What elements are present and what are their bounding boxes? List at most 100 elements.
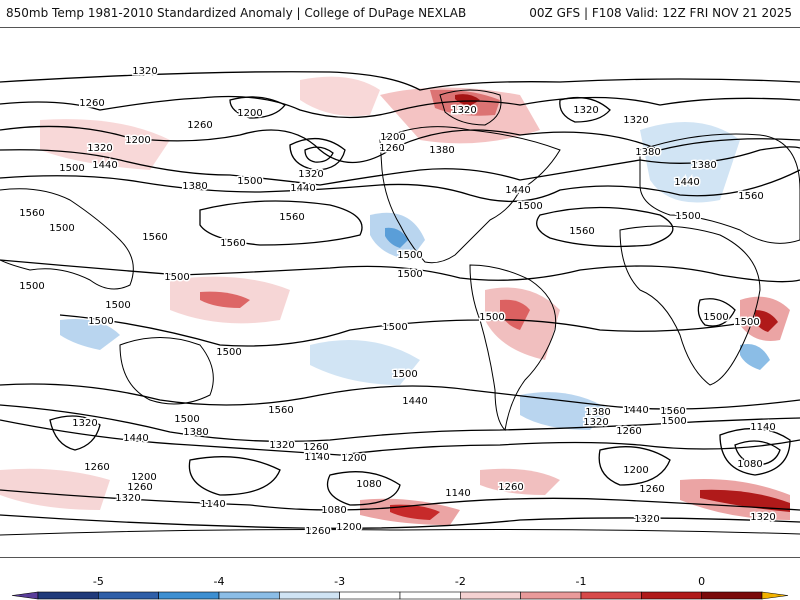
colorbar-tick-label: -5 — [93, 575, 104, 588]
anomaly-warm-region — [200, 291, 250, 308]
colorbar-bin — [98, 591, 159, 600]
height-contour-label: 1080 — [321, 505, 346, 516]
anomaly-cool-region — [385, 227, 408, 248]
height-contour-label: 1260 — [639, 484, 664, 495]
height-contour-label: 1440 — [123, 433, 148, 444]
height-contour-label: 1200 — [623, 465, 648, 476]
anomaly-warm-region — [0, 468, 110, 510]
colorbar-bin — [218, 591, 280, 600]
height-contour-label: 1500 — [703, 312, 728, 323]
height-contour-label: 1380 — [183, 427, 208, 438]
height-contour-label: 1560 — [279, 212, 304, 223]
anomaly-warm-region — [300, 76, 380, 116]
colorbar-tick-label: -2 — [455, 575, 466, 588]
height-contour-label: 1320 — [269, 440, 294, 451]
anomaly-warm-region — [755, 310, 778, 332]
height-contour-label: 1380 — [635, 147, 660, 158]
colorbar-tick-label: -3 — [334, 575, 345, 588]
anomaly-warm-region — [380, 87, 540, 144]
height-contour-label: 1260 — [84, 462, 109, 473]
anomaly-shading — [0, 76, 790, 525]
height-contour-label: 1200 — [336, 522, 361, 533]
antarctica-outline — [0, 529, 800, 536]
height-contour-label: 1260 — [79, 98, 104, 109]
height-contour-label: 1500 — [19, 281, 44, 292]
model-valid-time: 00Z GFS | F108 Valid: 12Z FRI NOV 21 202… — [529, 6, 792, 20]
asia-west-outline — [0, 188, 134, 290]
colorbar-max-arrow — [761, 591, 789, 600]
colorbar-tick-labels: -5-4-3-2-1012345 — [93, 575, 705, 588]
height-contour-labels: 1320 1260 1200 1260 1200 1320 1440 1500 1380 1500… — [18, 65, 777, 539]
colorbar-bin — [279, 591, 340, 600]
colorbar-bin — [641, 591, 702, 600]
height-contour-label: 1560 — [268, 405, 293, 416]
height-contour-label: 1560 — [738, 191, 763, 202]
height-contour-label: 1200 — [237, 108, 262, 119]
height-contour-label: 1500 — [397, 269, 422, 280]
height-contour-label: 1500 — [174, 414, 199, 425]
anomaly-warm-region — [480, 468, 560, 495]
height-contour-label: 1500 — [479, 312, 504, 323]
height-contour-label: 1140 — [445, 488, 470, 499]
height-contour-label: 1260 — [498, 482, 523, 493]
height-contour-label: 1440 — [623, 405, 648, 416]
height-contour-label: 1080 — [356, 479, 381, 490]
height-contour-label: 1260 — [187, 120, 212, 131]
height-contour-label: 1320 — [298, 169, 323, 180]
colorbar-tick-label: -4 — [214, 575, 225, 588]
height-contour-label: 1200 — [125, 135, 150, 146]
colorbar-bin — [339, 591, 401, 600]
height-contour-label: 1260 — [379, 143, 404, 154]
greenland-outline — [439, 89, 502, 126]
chart-title: 850mb Temp 1981-2010 Standardized Anomal… — [6, 6, 467, 20]
colorbar-tick-label: 0 — [698, 575, 705, 588]
height-contour-label: 1380 — [585, 407, 610, 418]
colorbar-bin — [399, 591, 461, 600]
height-contour-label: 1140 — [304, 452, 329, 463]
height-contour-label: 1440 — [290, 183, 315, 194]
height-contour-label: 1560 — [660, 406, 685, 417]
height-contours — [0, 71, 800, 529]
height-contour-label: 1560 — [142, 232, 167, 243]
height-contour-label: 1500 — [59, 163, 84, 174]
height-contour-label: 1500 — [382, 322, 407, 333]
height-contour-label: 1500 — [517, 201, 542, 212]
height-contour-label: 1080 — [737, 459, 762, 470]
australia-outline — [119, 337, 214, 405]
height-contour-label: 1320 — [132, 66, 157, 77]
map-panel — [0, 27, 800, 558]
height-contour-label: 1500 — [675, 211, 700, 222]
colorbar-min-arrow — [11, 591, 39, 600]
colorbar-bin — [580, 591, 642, 600]
height-contour-label: 1140 — [750, 422, 775, 433]
anomaly-warm-region — [455, 94, 480, 106]
colorbar-bin — [37, 591, 99, 600]
height-contour-label: 1500 — [661, 416, 686, 427]
anomaly-cool-region — [60, 319, 120, 350]
colorbar-bins — [11, 591, 789, 600]
height-contour-label: 1380 — [182, 181, 207, 192]
colorbar-bin — [701, 591, 763, 600]
height-contour-label: 1320 — [583, 417, 608, 428]
weather-map: 1320 1260 1200 1260 1200 1320 1440 1500 1380 1500… — [0, 65, 800, 539]
colorbar-bin — [460, 591, 521, 600]
height-contour-label: 1320 — [115, 493, 140, 504]
anomaly-cool-region — [520, 392, 610, 430]
colorbar-tick-label: -1 — [576, 575, 587, 588]
europe-asia-outline — [639, 133, 800, 244]
height-contour-label: 1380 — [691, 160, 716, 171]
height-contour-label: 1500 — [164, 272, 189, 283]
height-contour-label: 1320 — [87, 143, 112, 154]
anomaly-cool-region — [740, 344, 770, 370]
anomaly-warm-region — [390, 504, 440, 520]
height-contour-label: 1320 — [72, 418, 97, 429]
height-contour-label: 1440 — [92, 160, 117, 171]
height-contour-label: 1320 — [451, 105, 476, 116]
colorbar-bin — [520, 591, 582, 600]
height-contour-label: 1320 — [623, 115, 648, 126]
height-contour-label: 1200 — [341, 453, 366, 464]
height-contour-label: 1380 — [429, 145, 454, 156]
height-contour-label: 1560 — [220, 238, 245, 249]
height-contour-label: 1260 — [303, 442, 328, 453]
height-contour-label: 1320 — [750, 512, 775, 523]
